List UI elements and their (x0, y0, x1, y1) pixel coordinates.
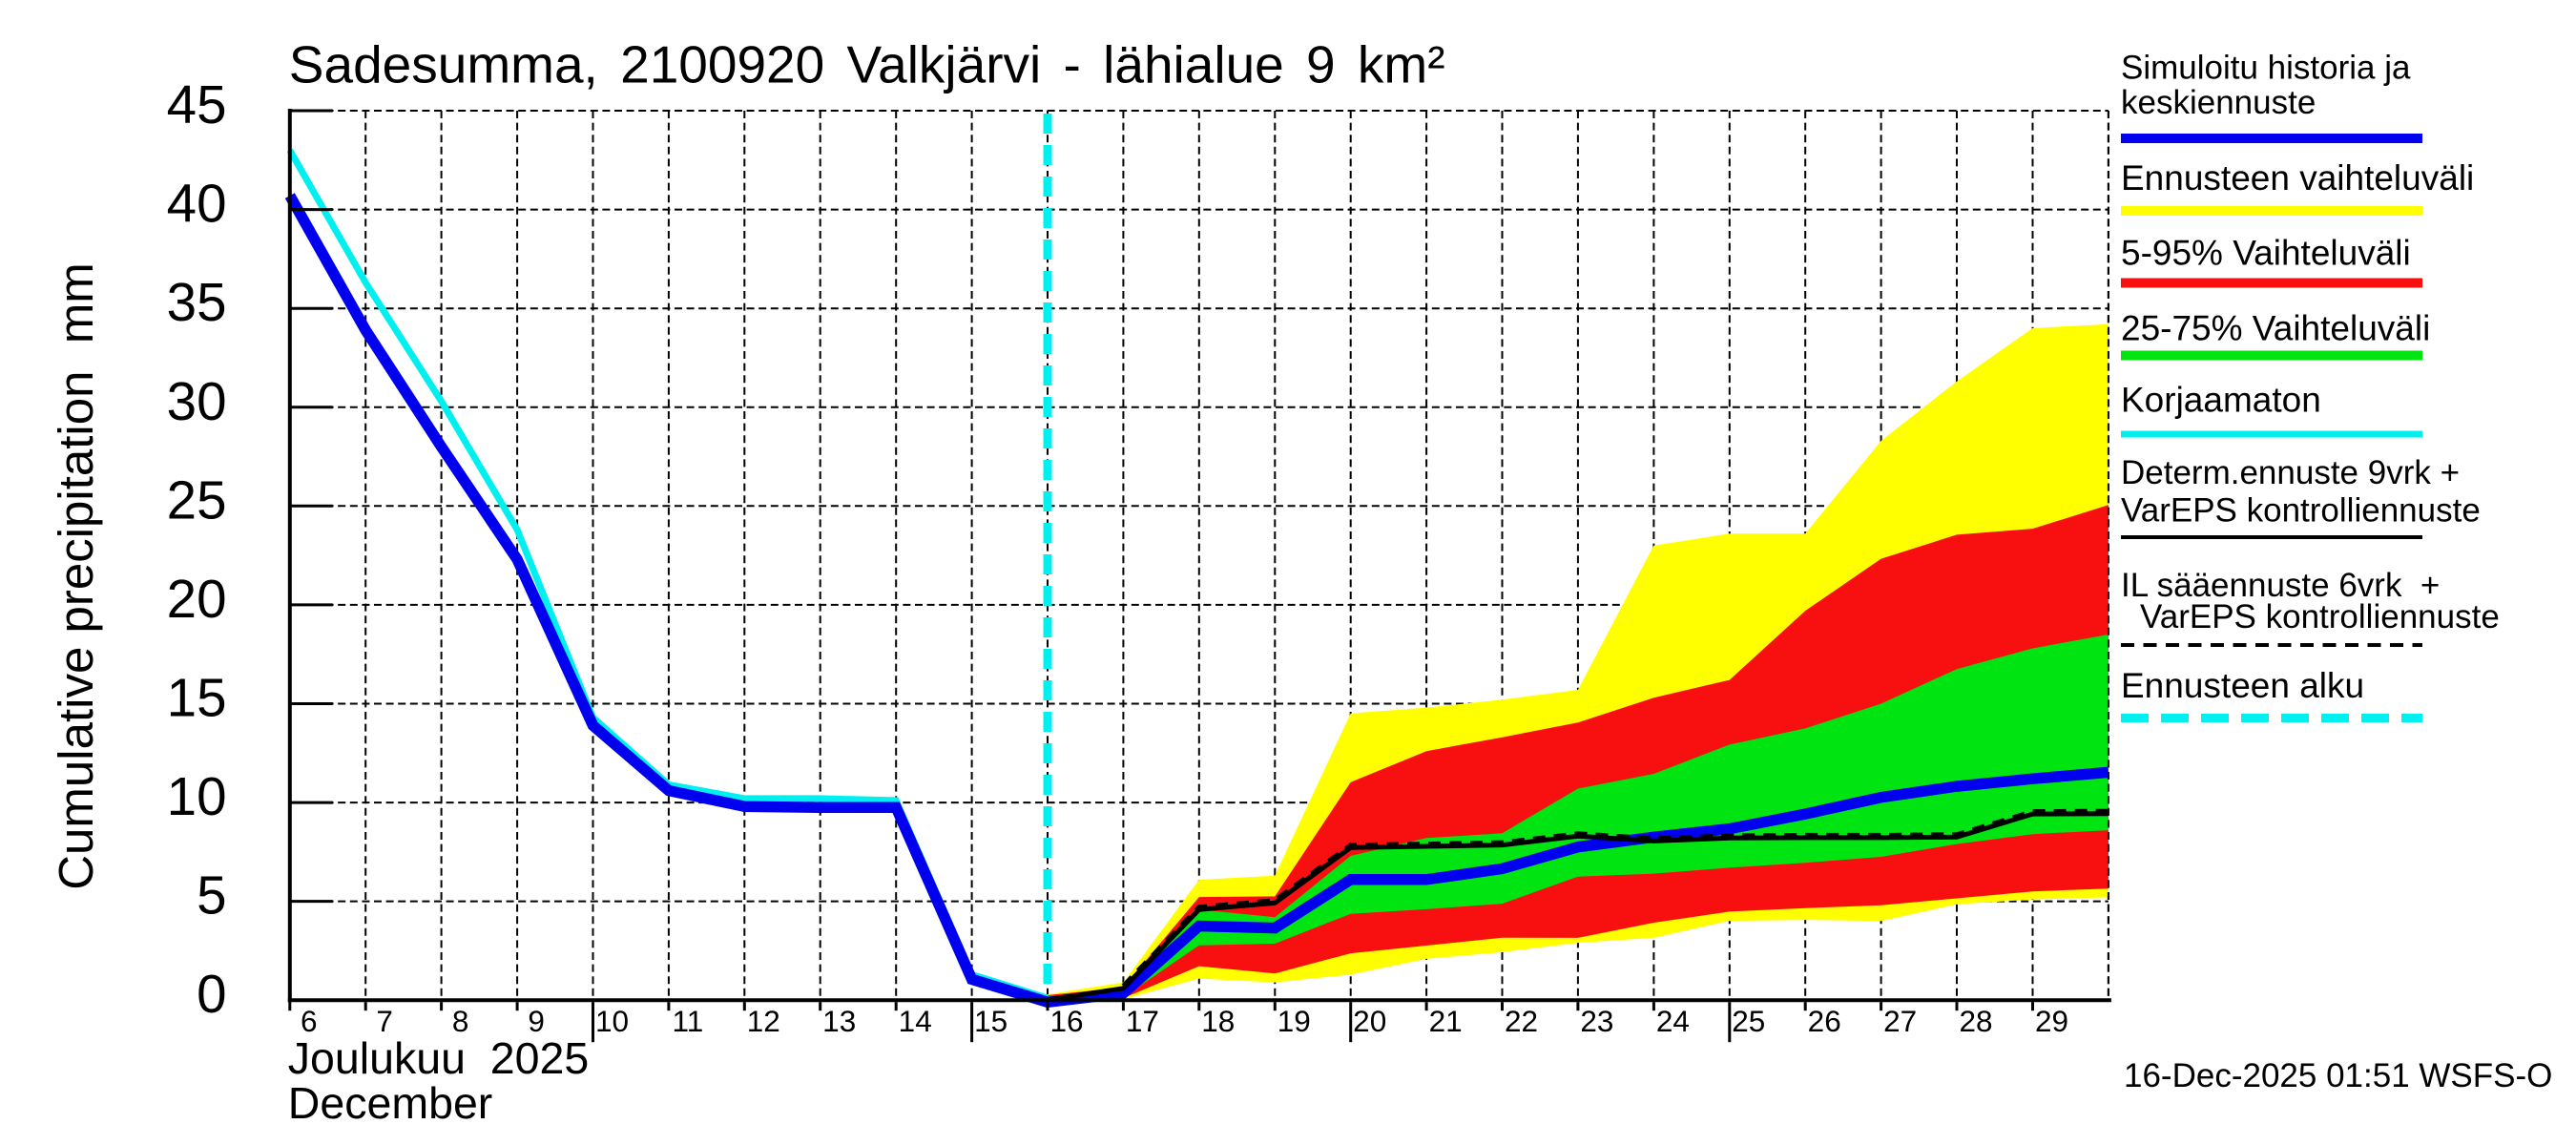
svg-text:25: 25 (1732, 1004, 1765, 1038)
svg-text:29: 29 (2035, 1004, 2068, 1038)
svg-text:0: 0 (197, 964, 226, 1024)
svg-text:40: 40 (167, 174, 227, 234)
svg-text:12: 12 (747, 1004, 780, 1038)
svg-text:24: 24 (1656, 1004, 1690, 1038)
svg-text:25: 25 (167, 469, 227, 530)
svg-text:Joulukuu 2025: Joulukuu 2025 (288, 1033, 589, 1083)
svg-text:10: 10 (167, 766, 227, 826)
svg-text:Sadesumma, 2100920 Valkjärvi -: Sadesumma, 2100920 Valkjärvi - lähialue … (289, 35, 1445, 94)
svg-text:28: 28 (1959, 1004, 1992, 1038)
svg-text:Cumulative precipitation mm: Cumulative precipitation mm (49, 262, 103, 890)
svg-text:7: 7 (376, 1004, 393, 1038)
svg-text:17: 17 (1126, 1004, 1159, 1038)
svg-text:30: 30 (167, 371, 227, 431)
svg-text:13: 13 (822, 1004, 856, 1038)
svg-text:21: 21 (1429, 1004, 1463, 1038)
svg-text:Ennusteen vaihteluväli: Ennusteen vaihteluväli (2121, 158, 2474, 198)
svg-text:VarEPS kontrolliennuste: VarEPS kontrolliennuste (2140, 598, 2500, 635)
svg-text:26: 26 (1808, 1004, 1841, 1038)
svg-text:18: 18 (1201, 1004, 1235, 1038)
svg-text:15: 15 (167, 668, 227, 728)
svg-text:Determ.ennuste 9vrk +: Determ.ennuste 9vrk + (2121, 454, 2460, 491)
svg-text:Ennusteen alku: Ennusteen alku (2121, 666, 2364, 705)
svg-text:19: 19 (1278, 1004, 1311, 1038)
svg-text:VarEPS kontrolliennuste: VarEPS kontrolliennuste (2121, 492, 2481, 530)
svg-text:6: 6 (301, 1004, 318, 1038)
svg-text:22: 22 (1505, 1004, 1538, 1038)
svg-text:8: 8 (452, 1004, 469, 1038)
svg-text:23: 23 (1580, 1004, 1613, 1038)
svg-text:20: 20 (167, 569, 227, 629)
svg-text:15: 15 (974, 1004, 1008, 1038)
svg-text:45: 45 (167, 74, 227, 135)
svg-text:20: 20 (1353, 1004, 1386, 1038)
svg-text:9: 9 (528, 1004, 545, 1038)
svg-text:14: 14 (899, 1004, 932, 1038)
svg-text:16: 16 (1049, 1004, 1083, 1038)
svg-text:10: 10 (595, 1004, 629, 1038)
svg-text:Simuloitu historia ja: Simuloitu historia ja (2121, 50, 2411, 87)
svg-text:25-75% Vaihteluväli: 25-75% Vaihteluväli (2121, 309, 2430, 348)
svg-text:keskiennuste: keskiennuste (2121, 84, 2316, 121)
svg-text:December: December (288, 1078, 493, 1128)
svg-text:IL sääennuste 6vrk +: IL sääennuste 6vrk + (2121, 567, 2440, 604)
svg-text:16-Dec-2025 01:51 WSFS-O: 16-Dec-2025 01:51 WSFS-O (2124, 1057, 2552, 1094)
svg-text:5-95% Vaihteluväli: 5-95% Vaihteluväli (2121, 234, 2411, 273)
svg-text:35: 35 (167, 272, 227, 332)
svg-text:11: 11 (673, 1004, 704, 1038)
svg-text:27: 27 (1883, 1004, 1917, 1038)
svg-text:Korjaamaton: Korjaamaton (2121, 381, 2321, 420)
svg-text:5: 5 (197, 865, 226, 926)
